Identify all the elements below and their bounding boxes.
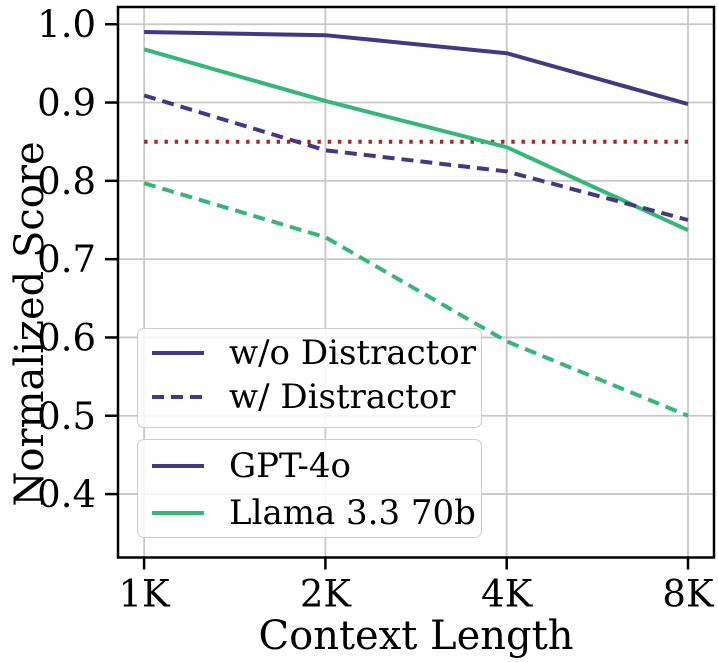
x-axis-label: Context Length	[258, 613, 574, 659]
x-tick-label: 2K	[300, 573, 353, 616]
y-axis-label: Normalized Score	[7, 141, 53, 507]
legend-solid-line-icon	[152, 510, 204, 515]
y-tick-label: 0.8	[37, 160, 96, 203]
legend-linestyle: w/o Distractor w/ Distractor	[137, 328, 482, 428]
legend-dashed-line-icon	[152, 395, 204, 399]
series-line-llama-3-3-70b-w-distractor	[143, 181, 689, 418]
plot-border	[116, 5, 716, 559]
legend-item-llama: Llama 3.3 70b	[151, 489, 481, 536]
legend-label: GPT-4o	[229, 445, 351, 486]
x-tick-label: 1K	[119, 573, 172, 616]
y-tick-label: 1.0	[37, 3, 96, 46]
series-line-gpt-4o-w-distractor	[143, 93, 689, 222]
legend-label: Llama 3.3 70b	[229, 492, 476, 533]
y-tick-label: 0.6	[37, 316, 96, 359]
series-line-gpt-4o-w-o-distractor	[144, 30, 689, 107]
legend-models: GPT-4o Llama 3.3 70b	[137, 439, 482, 538]
series-line-llama-3-3-70b-w-o-distractor	[143, 47, 689, 232]
y-tick-label: 0.4	[37, 473, 96, 516]
legend-label: w/o Distractor	[229, 333, 477, 373]
legend-item-wo-distractor: w/o Distractor	[151, 331, 481, 375]
y-tick-label: 0.7	[37, 238, 96, 281]
y-tick-label: 0.9	[37, 82, 96, 125]
x-tick-label: 4K	[481, 573, 534, 616]
x-tick-label: 8K	[662, 573, 715, 616]
legend-item-w-distractor: w/ Distractor	[151, 375, 481, 419]
legend-label: w/ Distractor	[229, 377, 456, 417]
y-tick-label: 0.5	[37, 395, 96, 438]
legend-item-gpt4o: GPT-4o	[151, 442, 481, 489]
legend-solid-line-icon	[152, 463, 204, 468]
legend-solid-line-icon	[152, 351, 204, 355]
